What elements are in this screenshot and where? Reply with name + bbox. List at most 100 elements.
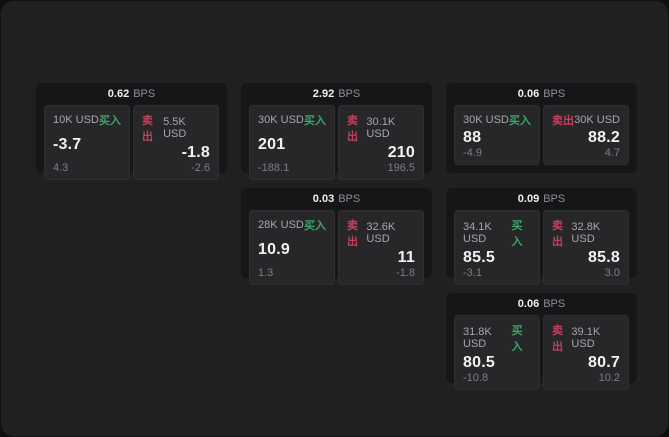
bps-value: 2.92 (312, 88, 335, 100)
buy-sub-value: -4.9 (463, 147, 482, 159)
sell-side-label: 卖出 (347, 115, 358, 143)
sell-panel[interactable]: 卖出 32.8K USD 85.8 3.0 (543, 210, 629, 285)
quote-card: 0.06 BPS 30K USD 买入 88 -4.9 卖出 30K USD 8… (446, 83, 637, 173)
sell-price: 88.2 (588, 128, 620, 146)
buy-meta-row: 30K USD 买入 (463, 112, 531, 128)
sell-amount: 5.5K USD (163, 116, 187, 140)
buy-panel[interactable]: 30K USD 买入 88 -4.9 (454, 105, 540, 165)
sell-meta-row: 卖出 32.8K USD (552, 217, 620, 249)
bps-value: 0.06 (517, 88, 540, 100)
buy-panel[interactable]: 31.8K USD 买入 80.5 -10.8 (454, 315, 540, 390)
sell-price: 80.7 (588, 354, 620, 371)
sell-sub-value: -2.6 (191, 162, 210, 174)
sell-amount: 39.1K USD (571, 326, 601, 350)
quote-card: 0.06 BPS 31.8K USD 买入 80.5 -10.8 卖出 39.1… (446, 293, 637, 390)
sell-meta-row: 卖出 30.1K USD (347, 112, 415, 144)
card-header: 0.06 BPS (454, 83, 629, 105)
quote-card: 0.03 BPS 28K USD 买入 10.9 1.3 卖出 32.6K US… (241, 188, 432, 285)
sell-sub-value: -1.8 (396, 267, 415, 279)
sell-side-label: 卖出 (552, 115, 574, 127)
bps-unit-label: BPS (338, 88, 361, 100)
sell-panel[interactable]: 卖出 39.1K USD 80.7 10.2 (543, 315, 629, 390)
buy-sell-boxes: 34.1K USD 买入 85.5 -3.1 卖出 32.8K USD 85.8… (454, 210, 629, 285)
buy-sub-value: -3.1 (463, 267, 482, 279)
sell-amount: 32.6K USD (366, 221, 396, 245)
sell-amount: 32.8K USD (571, 221, 601, 245)
buy-sell-boxes: 30K USD 买入 201 -188.1 卖出 30.1K USD 210 1… (249, 105, 424, 180)
card-header: 0.03 BPS (249, 188, 424, 210)
sell-panel[interactable]: 卖出 5.5K USD -1.8 -2.6 (133, 105, 219, 180)
sell-amount: 30.1K USD (366, 116, 396, 140)
buy-side-label: 买入 (509, 115, 531, 127)
quote-card: 0.09 BPS 34.1K USD 买入 85.5 -3.1 卖出 32.8K… (446, 188, 637, 285)
sell-sub-value: 196.5 (387, 162, 415, 174)
buy-sell-boxes: 28K USD 买入 10.9 1.3 卖出 32.6K USD 11 -1.8 (249, 210, 424, 285)
buy-sell-boxes: 10K USD 买入 -3.7 4.3 卖出 5.5K USD -1.8 -2.… (44, 105, 219, 180)
buy-price: 85.5 (463, 249, 495, 266)
buy-price: -3.7 (53, 136, 82, 153)
sell-price: 210 (387, 144, 415, 161)
buy-side-label: 买入 (304, 220, 326, 232)
sell-side-label: 卖出 (552, 325, 563, 353)
buy-panel[interactable]: 28K USD 买入 10.9 1.3 (249, 210, 335, 285)
buy-amount: 34.1K USD (463, 221, 492, 245)
bps-value: 0.03 (312, 193, 335, 205)
buy-meta-row: 28K USD 买入 (258, 217, 326, 233)
sell-side-label: 卖出 (347, 220, 358, 248)
buy-meta-row: 31.8K USD 买入 (463, 322, 531, 354)
bps-value: 0.09 (517, 193, 540, 205)
sell-panel[interactable]: 卖出 32.6K USD 11 -1.8 (338, 210, 424, 285)
card-header: 0.09 BPS (454, 188, 629, 210)
sell-meta-row: 卖出 32.6K USD (347, 217, 415, 249)
buy-side-label: 买入 (304, 115, 326, 127)
buy-price: 201 (258, 136, 286, 153)
buy-amount: 30K USD (463, 114, 509, 126)
card-header: 0.62 BPS (44, 83, 219, 105)
sell-meta-row: 卖出 5.5K USD (142, 112, 210, 144)
sell-price: 11 (397, 249, 415, 266)
buy-price: 10.9 (258, 241, 290, 258)
buy-sell-boxes: 31.8K USD 买入 80.5 -10.8 卖出 39.1K USD 80.… (454, 315, 629, 390)
buy-sub-value: 4.3 (53, 162, 69, 174)
sell-amount: 30K USD (574, 114, 620, 126)
card-header: 2.92 BPS (249, 83, 424, 105)
sell-price: 85.8 (588, 249, 620, 266)
buy-side-label: 买入 (511, 220, 523, 248)
buy-sub-value: -10.8 (463, 372, 489, 384)
buy-meta-row: 10K USD 买入 (53, 112, 121, 128)
bps-unit-label: BPS (543, 193, 566, 205)
bps-value: 0.62 (107, 88, 130, 100)
sell-sub-value: 3.0 (604, 267, 620, 279)
buy-amount: 31.8K USD (463, 326, 492, 350)
bps-unit-label: BPS (338, 193, 361, 205)
bps-unit-label: BPS (133, 88, 156, 100)
buy-meta-row: 34.1K USD 买入 (463, 217, 531, 249)
bps-unit-label: BPS (543, 88, 566, 100)
sell-panel[interactable]: 卖出 30.1K USD 210 196.5 (338, 105, 424, 180)
quote-card: 0.62 BPS 10K USD 买入 -3.7 4.3 卖出 5.5K USD… (36, 83, 227, 180)
bps-unit-label: BPS (543, 298, 566, 310)
buy-amount: 28K USD (258, 219, 304, 231)
buy-panel[interactable]: 10K USD 买入 -3.7 4.3 (44, 105, 130, 180)
sell-panel[interactable]: 卖出 30K USD 88.2 4.7 (543, 105, 629, 165)
buy-price: 80.5 (463, 354, 495, 371)
sell-side-label: 卖出 (552, 220, 563, 248)
buy-amount: 30K USD (258, 114, 304, 126)
sell-sub-value: 10.2 (598, 372, 620, 384)
sell-price: -1.8 (181, 144, 210, 161)
buy-panel[interactable]: 34.1K USD 买入 85.5 -3.1 (454, 210, 540, 285)
buy-price: 88 (463, 128, 482, 146)
buy-panel[interactable]: 30K USD 买入 201 -188.1 (249, 105, 335, 180)
buy-sub-value: -188.1 (258, 162, 290, 174)
buy-sell-boxes: 30K USD 买入 88 -4.9 卖出 30K USD 88.2 4.7 (454, 105, 629, 165)
buy-sub-value: 1.3 (258, 267, 274, 279)
sell-meta-row: 卖出 39.1K USD (552, 322, 620, 354)
sell-meta-row: 卖出 30K USD (552, 112, 620, 128)
sell-side-label: 卖出 (142, 115, 153, 143)
card-header: 0.06 BPS (454, 293, 629, 315)
buy-side-label: 买入 (511, 325, 523, 353)
sell-sub-value: 4.7 (604, 147, 620, 159)
quote-cards-grid: 0.62 BPS 10K USD 买入 -3.7 4.3 卖出 5.5K USD… (36, 83, 637, 390)
buy-meta-row: 30K USD 买入 (258, 112, 326, 128)
